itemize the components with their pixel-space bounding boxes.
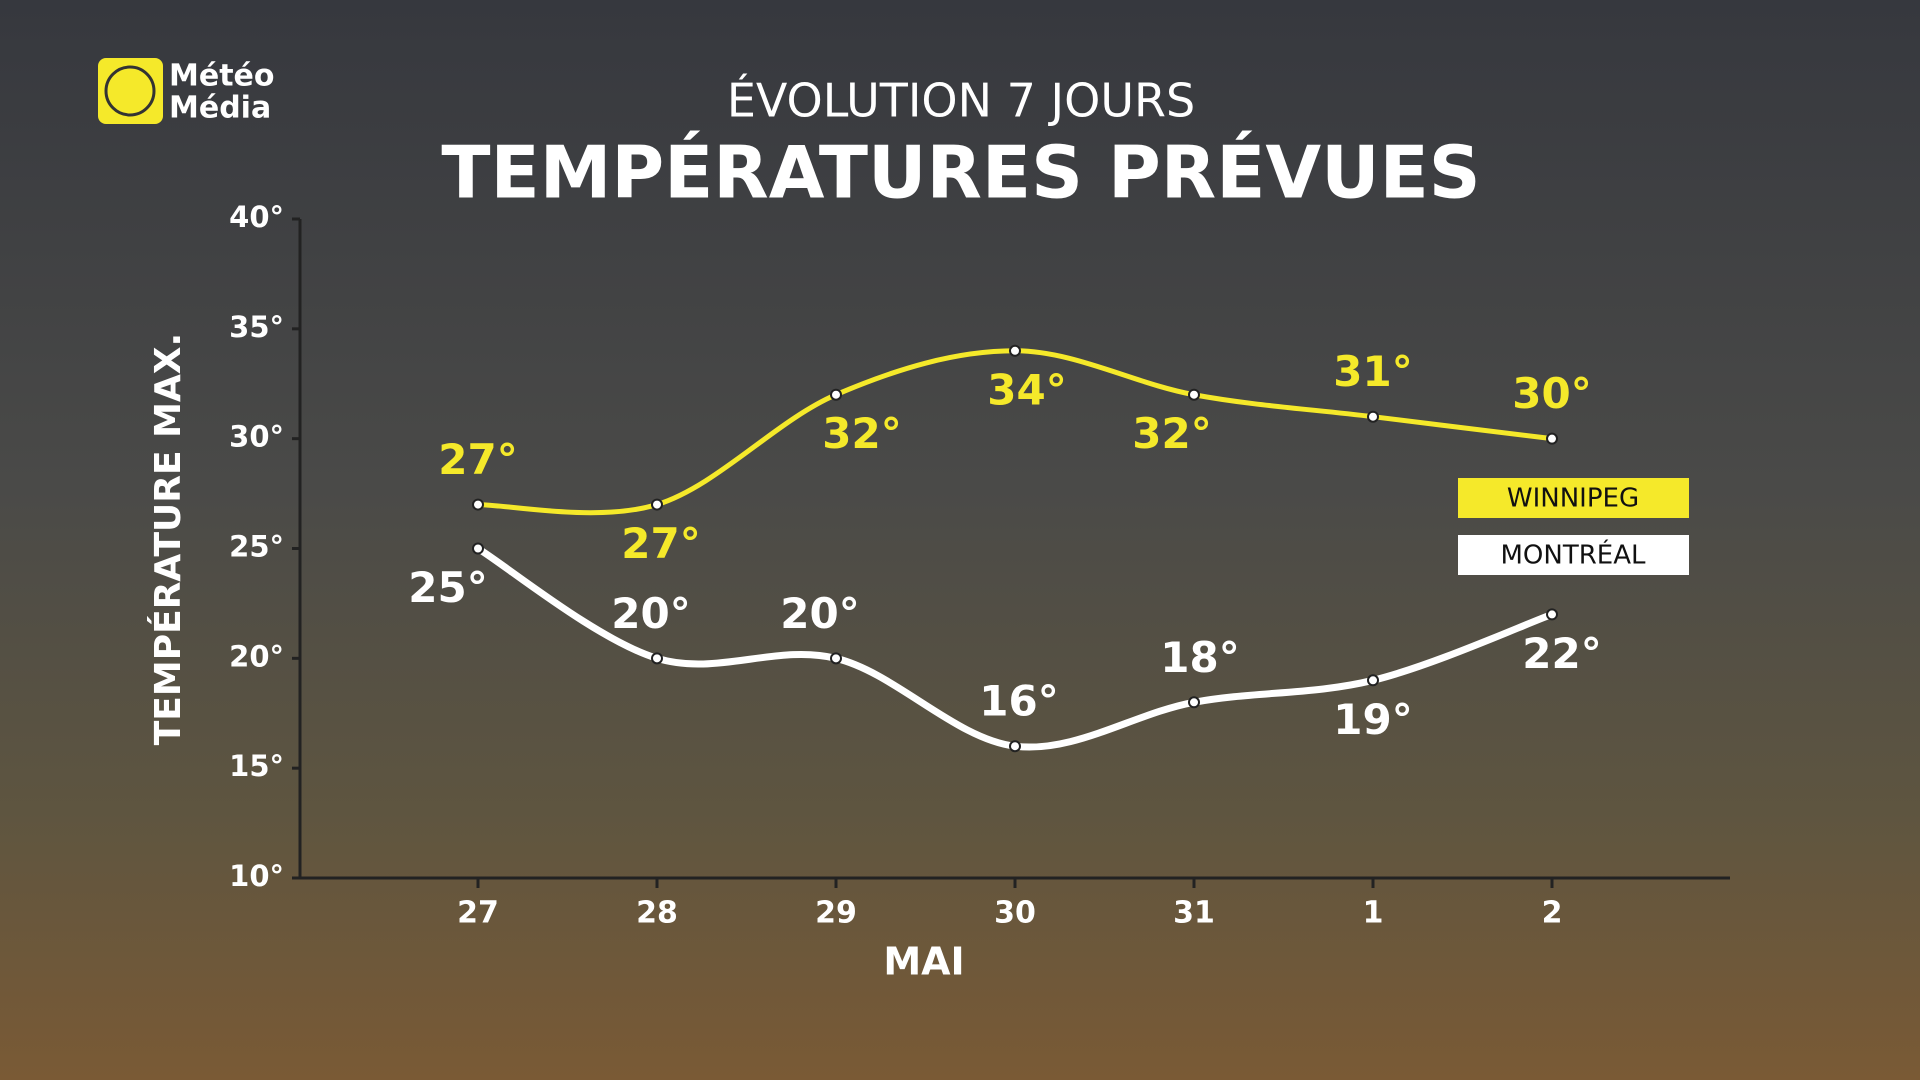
data-label: 27°: [438, 435, 517, 484]
y-tick-label: 25°: [229, 530, 284, 564]
logo-globe: [104, 65, 156, 117]
y-tick-label: 10°: [229, 859, 284, 893]
legend-swatch: [1458, 478, 1689, 518]
data-point: [1367, 674, 1379, 687]
x-tick-label: 30: [994, 896, 1036, 931]
legend-label: MONTRÉAL: [1501, 539, 1647, 571]
data-point: [1546, 432, 1558, 445]
y-tick-label: 40°: [229, 200, 284, 234]
data-label: 18°: [1160, 633, 1239, 682]
x-tick-label: 31: [1173, 896, 1215, 931]
chart-subtitle: ÉVOLUTION 7 JOURS: [727, 74, 1195, 128]
data-label: 32°: [822, 409, 901, 458]
x-tick-label: 27: [457, 896, 499, 931]
data-point: [1188, 696, 1200, 709]
data-label: 32°: [1132, 409, 1211, 458]
y-tick-label: 20°: [229, 639, 284, 673]
x-axis-label: MAI: [883, 940, 964, 984]
y-axis-label: TEMPÉRATURE MAX.: [147, 333, 189, 746]
data-point: [1009, 740, 1021, 753]
logo-text: Météo: [169, 59, 275, 94]
data-point: [1546, 608, 1558, 621]
y-tick-label: 35°: [229, 310, 284, 344]
x-tick-label: 2: [1542, 896, 1563, 931]
x-tick-label: 28: [636, 896, 678, 931]
data-point: [1009, 344, 1021, 357]
data-label: 22°: [1522, 629, 1601, 678]
chart-title: TEMPÉRATURES PRÉVUES: [441, 131, 1480, 215]
data-point: [651, 652, 663, 665]
data-label: 25°: [408, 563, 487, 612]
legend-swatch: [1458, 535, 1689, 575]
data-point: [830, 652, 842, 665]
data-point: [651, 498, 663, 511]
x-tick-label: 1: [1363, 896, 1384, 931]
data-label: 27°: [621, 519, 700, 568]
y-tick-label: 30°: [229, 420, 284, 454]
data-point: [472, 542, 484, 555]
data-label: 34°: [987, 365, 1066, 414]
data-point: [830, 388, 842, 401]
data-label: 16°: [979, 677, 1058, 726]
x-tick-label: 29: [815, 896, 857, 931]
data-label: 30°: [1512, 369, 1591, 418]
data-label: 19°: [1333, 695, 1412, 744]
y-tick-label: 15°: [229, 749, 284, 783]
legend-label: WINNIPEG: [1507, 484, 1639, 514]
data-label: 20°: [611, 589, 690, 638]
logo-text: Média: [169, 91, 271, 126]
data-point: [472, 498, 484, 511]
data-point: [1367, 410, 1379, 423]
data-label: 20°: [780, 589, 859, 638]
data-label: 31°: [1333, 347, 1412, 396]
data-point: [1188, 388, 1200, 401]
